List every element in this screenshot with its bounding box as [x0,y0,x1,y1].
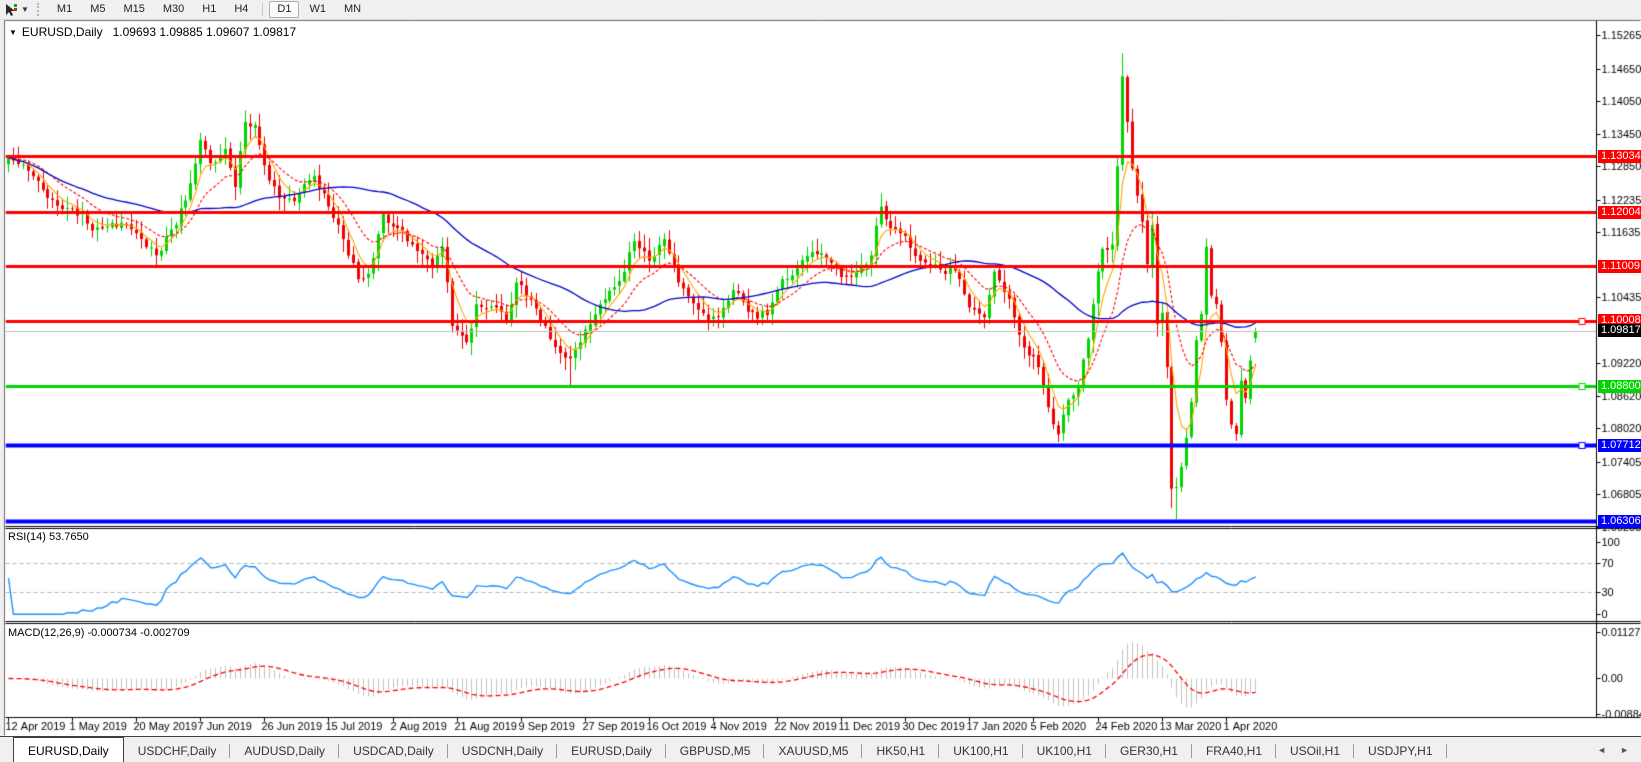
timeframe-d1-button[interactable]: D1 [269,1,300,18]
tab-xauusd-m5[interactable]: XAUUSD,M5 [764,739,863,762]
toolbar-separator [262,3,264,16]
tab-usdcad-daily[interactable]: USDCAD,Daily [339,739,448,762]
crosshair-cursor-icon [6,4,17,16]
collapse-triangle-icon[interactable]: ▼ [9,28,17,37]
tab-audusd-daily[interactable]: AUDUSD,Daily [230,739,339,762]
resistance-price-tag[interactable]: 1.13034 [1598,149,1641,163]
timeframe-m30-button[interactable]: M30 [162,3,185,15]
tab-usdchf-daily[interactable]: USDCHF,Daily [124,739,231,762]
chart-tab-bar: EURUSD,Daily USDCHF,Daily AUDUSD,Daily U… [0,736,1641,762]
support-price-tag[interactable]: 1.08800 [1598,379,1641,393]
resistance-price-tag[interactable]: 1.10008 [1598,314,1641,328]
current-price-tag: 1.09817 [1598,324,1641,338]
resistance-price-tag[interactable]: 1.11009 [1598,259,1641,273]
chart-symbol: EURUSD,Daily [21,25,103,39]
tab-usdjpy-h1[interactable]: USDJPY,H1 [1354,739,1447,762]
timeframe-h4-button[interactable]: H4 [234,3,249,15]
chevron-down-icon[interactable]: ▼ [21,5,29,14]
timeframe-m15-button[interactable]: M15 [123,3,145,15]
timeframe-mn-button[interactable]: MN [343,3,362,15]
tab-scroll-controls: ◄ ► [1597,737,1641,762]
tab-scroll-left-icon[interactable]: ◄ [1597,745,1607,755]
tab-fra40-h1[interactable]: FRA40,H1 [1192,739,1277,762]
chart-title: ▼ EURUSD,Daily 1.09693 1.09885 1.09607 1.0… [9,25,296,39]
tab-eurusd-daily[interactable]: EURUSD,Daily [13,737,124,762]
tab-gbpusd-m5[interactable]: GBPUSD,M5 [666,739,765,762]
macd-indicator-label: MACD(12,26,9) -0.000734 -0.002709 [8,627,190,639]
timeframe-w1-button[interactable]: W1 [309,3,326,15]
support-price-tag[interactable]: 1.06306 [1598,514,1641,528]
tab-usdcnh-daily[interactable]: USDCNH,Daily [448,739,558,762]
toolbar-grip[interactable] [36,3,42,16]
tab-uk100-h1[interactable]: UK100,H1 [939,739,1023,762]
cursor-tool-button[interactable]: ▼ [0,0,33,19]
rsi-name: RSI(14) [8,531,46,543]
tab-hk50-h1[interactable]: HK50,H1 [862,739,939,762]
tab-eurusd-daily-2[interactable]: EURUSD,Daily [557,739,666,762]
timeframe-m1-button[interactable]: M1 [56,3,73,15]
rsi-value: 53.7650 [48,531,89,543]
tab-uk100-h1-2[interactable]: UK100,H1 [1023,739,1107,762]
timeframe-h1-button[interactable]: H1 [202,3,217,15]
tab-usoil-h1[interactable]: USOil,H1 [1276,739,1355,762]
chart-ohlc-quotes: 1.09693 1.09885 1.09607 1.09817 [112,25,297,39]
macd-name: MACD(12,26,9) [8,627,85,639]
tab-scroll-right-icon[interactable]: ► [1620,745,1629,755]
toolbar: ▼ M1 M5 M15 M30 H1 H4 D1 W1 MN [0,0,1641,20]
resistance-price-tag[interactable]: 1.12004 [1598,205,1641,219]
timeframe-m5-button[interactable]: M5 [90,3,106,15]
tabbar-left-pad [0,737,13,762]
tab-ger30-h1[interactable]: GER30,H1 [1106,739,1192,762]
rsi-indicator-label: RSI(14) 53.7650 [8,531,89,543]
macd-values: -0.000734 -0.002709 [87,627,190,639]
support-price-tag[interactable]: 1.07712 [1598,438,1641,452]
